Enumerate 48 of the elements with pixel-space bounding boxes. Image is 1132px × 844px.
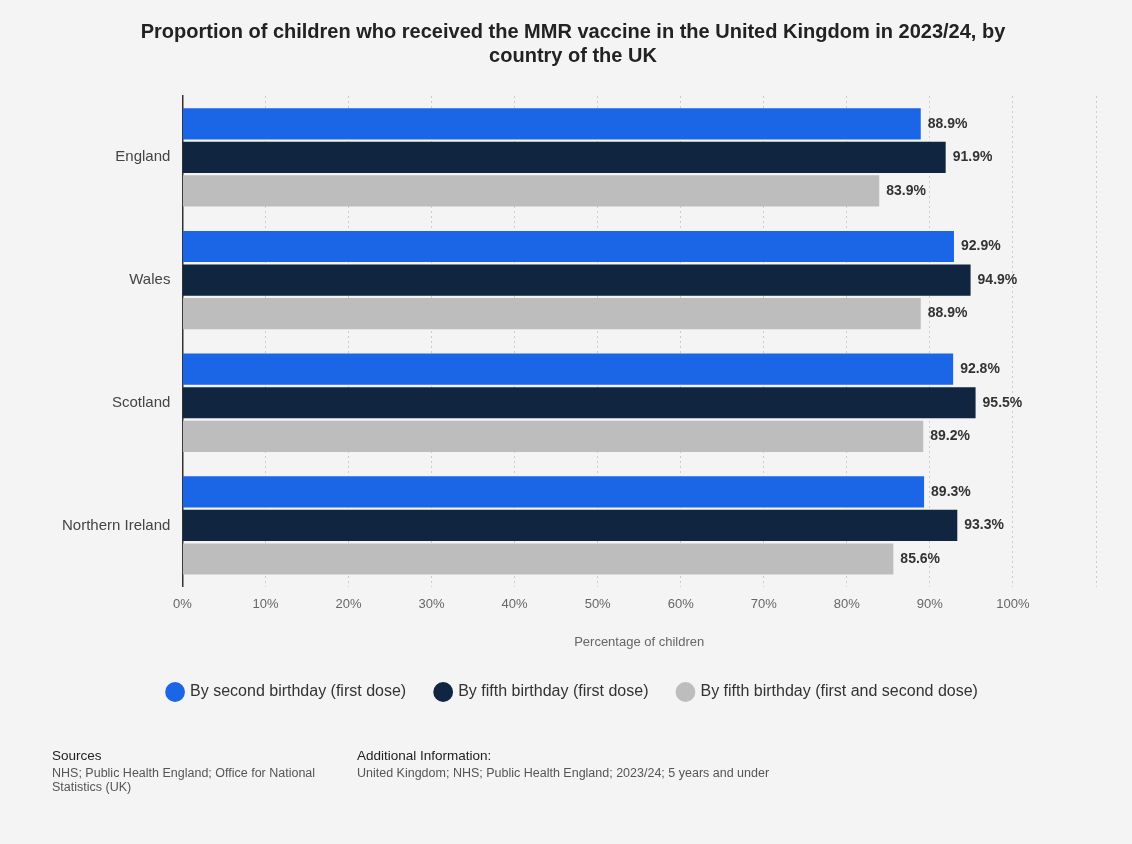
x-tick-label: 20%: [335, 596, 362, 612]
data-label: 91.9%: [952, 148, 993, 165]
data-label: 88.9%: [927, 304, 968, 321]
y-tick-label: England: [115, 147, 171, 165]
legend-label: By fifth birthday (first dose): [458, 682, 649, 700]
y-tick-label: Scotland: [112, 392, 171, 410]
x-tick-label: 70%: [750, 596, 778, 612]
data-label: 83.9%: [886, 181, 927, 198]
bar: [182, 476, 925, 508]
data-label: 92.8%: [960, 360, 1001, 377]
bar: [182, 264, 971, 296]
x-tick-label: 10%: [252, 596, 279, 612]
bar: [182, 297, 921, 330]
data-label: 88.9%: [927, 114, 968, 131]
y-tick-label: Wales: [129, 270, 171, 288]
bar: [182, 141, 946, 173]
text: Additional Information:: [357, 748, 493, 763]
y-tick-label: Northern Ireland: [61, 515, 171, 533]
data-label: 95.5%: [982, 393, 1023, 410]
chart-title: Proportion of children who received the MMR vaccine in the United Kingdom in 2023/24, by country of the UK: [140, 19, 1007, 66]
x-tick-label: 80%: [833, 596, 861, 612]
bar: [182, 387, 976, 419]
data-label: 94.9%: [977, 270, 1018, 287]
data-label: 92.9%: [960, 237, 1002, 254]
text: United Kingdom; NHS; Public Health England; 2023/24; 5 years and under: [357, 766, 771, 780]
data-label: 89.2%: [930, 427, 971, 444]
x-tick-label: 100%: [996, 596, 1031, 612]
legend-label: By second birthday (first dose): [190, 682, 407, 700]
data-label: 93.3%: [964, 516, 1005, 533]
bar: [182, 353, 954, 385]
bar: [182, 543, 894, 575]
bar: [182, 230, 954, 263]
x-tick-label: 0%: [172, 596, 193, 612]
legend-label: By fifth birthday (first and second dose): [700, 682, 978, 700]
x-tick-label: 40%: [501, 596, 529, 612]
x-tick-label: 30%: [418, 596, 445, 612]
bar: [182, 108, 921, 140]
x-axis-title: Percentage of children: [574, 633, 705, 649]
text: Sources: [52, 748, 103, 763]
bar: [182, 420, 924, 452]
data-label: 89.3%: [931, 482, 972, 499]
x-tick-label: 60%: [667, 596, 695, 612]
x-tick-label: 90%: [916, 596, 944, 612]
text: NHS; Public Health England; Office for National Statistics (UK): [52, 766, 317, 794]
data-label: 85.6%: [900, 549, 941, 566]
x-tick-label: 50%: [584, 596, 612, 612]
bar: [182, 175, 880, 207]
bar: [182, 509, 958, 542]
